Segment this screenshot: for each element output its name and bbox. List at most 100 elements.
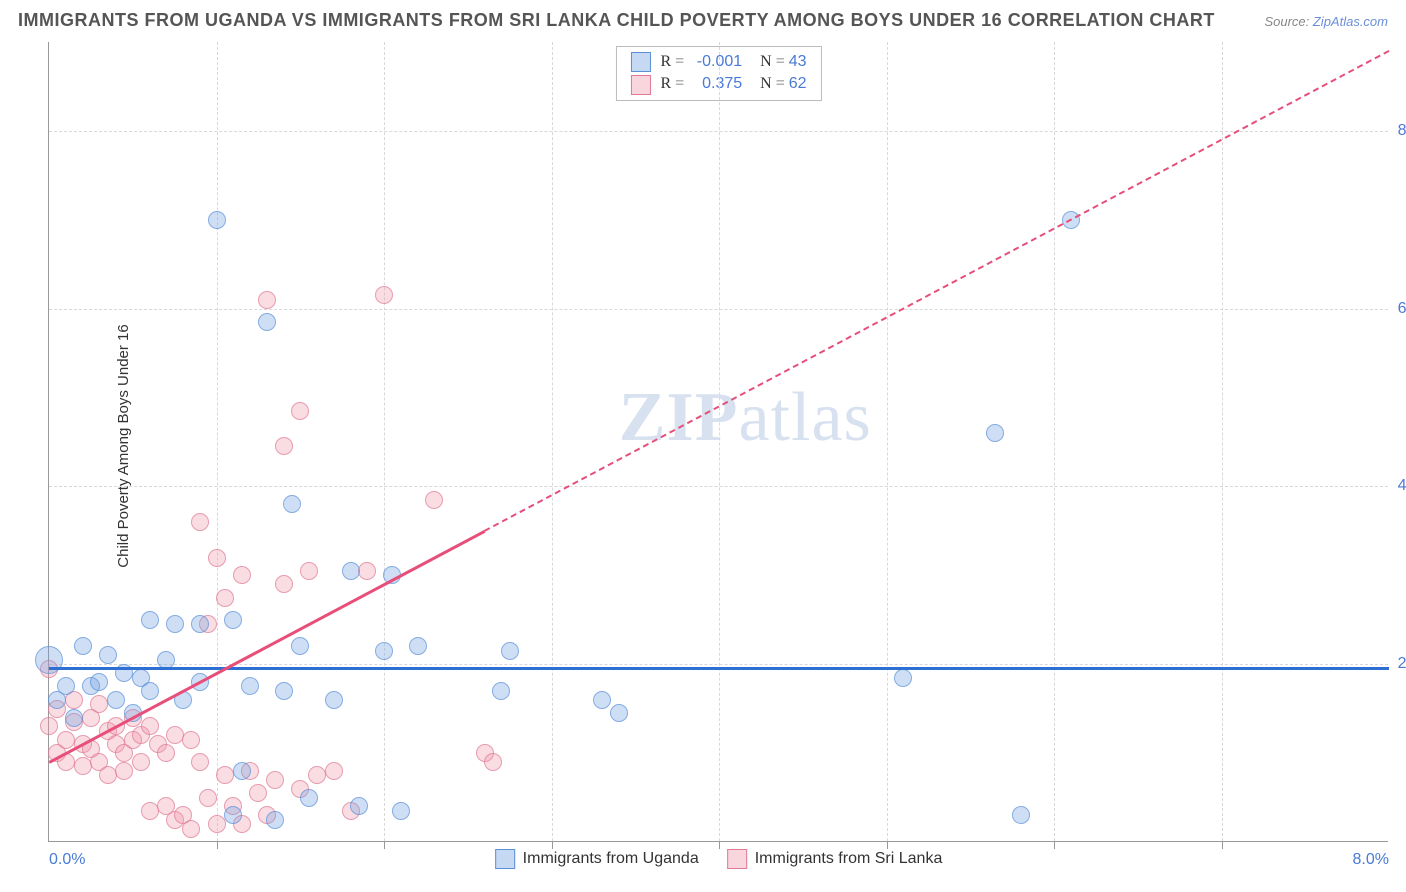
watermark: ZIPatlas <box>619 378 872 458</box>
data-point <box>266 771 284 789</box>
data-point <box>191 615 209 633</box>
data-point <box>182 820 200 838</box>
source-credit: Source: ZipAtlas.com <box>1264 14 1388 29</box>
data-point <box>99 646 117 664</box>
vgridline <box>719 42 720 841</box>
data-point <box>375 642 393 660</box>
y-tick-label: 40.0% <box>1398 477 1406 495</box>
data-point <box>141 682 159 700</box>
x-tick-mark <box>1054 841 1055 849</box>
chart-title: IMMIGRANTS FROM UGANDA VS IMMIGRANTS FRO… <box>18 10 1215 31</box>
data-point <box>191 513 209 531</box>
x-tick-mark <box>552 841 553 849</box>
data-point <box>157 651 175 669</box>
data-point <box>375 286 393 304</box>
data-point <box>501 642 519 660</box>
data-point <box>74 757 92 775</box>
legend-n: N = 62 <box>760 73 806 95</box>
data-point <box>283 495 301 513</box>
data-point <box>224 806 242 824</box>
x-tick-mark <box>217 841 218 849</box>
data-point <box>74 637 92 655</box>
y-tick-label: 80.0% <box>1398 122 1406 140</box>
data-point <box>350 797 368 815</box>
data-point <box>208 549 226 567</box>
data-point <box>199 789 217 807</box>
vgridline <box>384 42 385 841</box>
data-point <box>275 682 293 700</box>
data-point <box>325 691 343 709</box>
x-tick-mark <box>887 841 888 849</box>
data-point <box>90 695 108 713</box>
legend-swatch <box>495 849 515 869</box>
data-point <box>141 611 159 629</box>
data-point <box>241 677 259 695</box>
watermark-zip: ZIP <box>619 379 739 456</box>
x-tick-label: 0.0% <box>49 851 85 869</box>
data-point <box>57 677 75 695</box>
data-point <box>300 789 318 807</box>
data-point <box>492 682 510 700</box>
source-label: Source: <box>1264 14 1312 29</box>
data-point <box>593 691 611 709</box>
data-point <box>157 744 175 762</box>
x-tick-mark <box>1222 841 1223 849</box>
data-point <box>208 211 226 229</box>
data-point <box>99 766 117 784</box>
data-point <box>258 313 276 331</box>
data-point <box>40 717 58 735</box>
data-point <box>216 766 234 784</box>
x-tick-mark <box>719 841 720 849</box>
x-tick-label: 8.0% <box>1353 851 1389 869</box>
data-point <box>358 562 376 580</box>
x-tick-mark <box>384 841 385 849</box>
legend-r: R = -0.001 <box>660 51 742 73</box>
vgridline <box>1222 42 1223 841</box>
legend-n: N = 43 <box>760 51 806 73</box>
data-point <box>325 762 343 780</box>
data-point <box>308 766 326 784</box>
data-point <box>208 815 226 833</box>
data-point <box>90 673 108 691</box>
data-point <box>166 615 184 633</box>
data-point <box>425 491 443 509</box>
data-point <box>300 562 318 580</box>
data-point <box>141 717 159 735</box>
data-point <box>233 762 251 780</box>
data-point <box>1012 806 1030 824</box>
series-legend: Immigrants from Uganda Immigrants from Sr… <box>495 849 943 869</box>
data-point <box>894 669 912 687</box>
data-point <box>216 589 234 607</box>
data-point <box>392 802 410 820</box>
legend-item: Immigrants from Uganda <box>495 849 699 869</box>
data-point <box>249 784 267 802</box>
data-point <box>258 291 276 309</box>
legend-swatch <box>630 75 650 95</box>
data-point <box>291 637 309 655</box>
data-point <box>484 753 502 771</box>
data-point <box>610 704 628 722</box>
data-point <box>291 402 309 420</box>
data-point <box>182 731 200 749</box>
data-point <box>107 691 125 709</box>
data-point <box>409 637 427 655</box>
data-point <box>191 753 209 771</box>
legend-item: Immigrants from Sri Lanka <box>727 849 943 869</box>
data-point <box>65 709 83 727</box>
data-point <box>266 811 284 829</box>
data-point <box>166 726 184 744</box>
data-point <box>57 731 75 749</box>
legend-swatch <box>630 52 650 72</box>
y-tick-label: 20.0% <box>1398 655 1406 673</box>
vgridline <box>552 42 553 841</box>
data-point <box>275 575 293 593</box>
legend-label: Immigrants from Uganda <box>523 850 699 868</box>
vgridline <box>887 42 888 841</box>
legend-swatch <box>727 849 747 869</box>
watermark-atlas: atlas <box>738 379 871 456</box>
y-tick-label: 60.0% <box>1398 300 1406 318</box>
legend-label: Immigrants from Sri Lanka <box>755 850 943 868</box>
data-point <box>141 802 159 820</box>
data-point <box>224 611 242 629</box>
scatter-plot: ZIPatlas R = -0.001N = 43R = 0.375N = 62… <box>48 42 1388 842</box>
